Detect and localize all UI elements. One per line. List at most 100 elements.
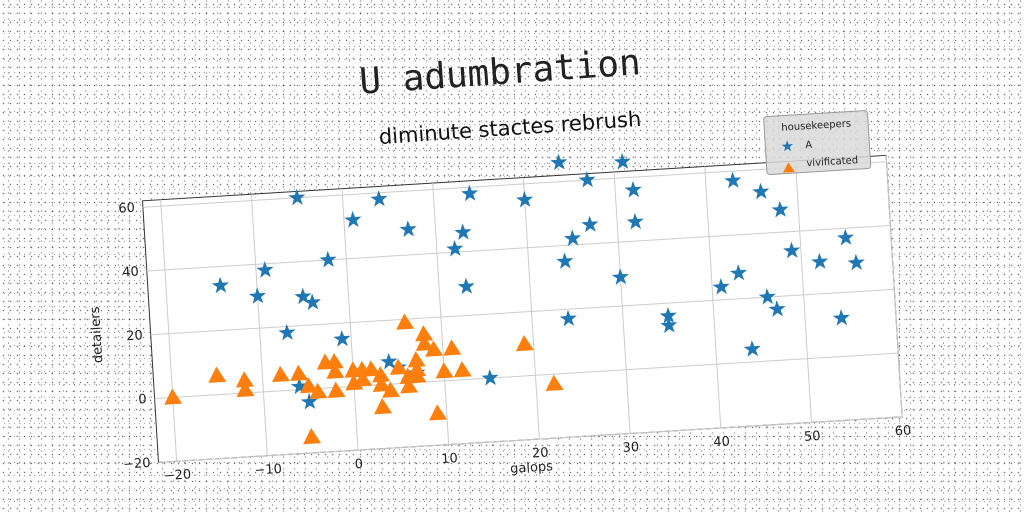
x-grid-line [160, 199, 178, 462]
triangle-marker [429, 404, 448, 421]
y-grid-line [142, 161, 887, 208]
x-tick-label: 40 [713, 434, 730, 450]
star-marker [832, 309, 850, 326]
y-grid-line [154, 352, 899, 400]
y-tick-label: 40 [122, 265, 139, 281]
x-grid-line [613, 171, 631, 434]
x-grid-line [522, 177, 540, 440]
x-tick-label: 30 [622, 440, 639, 456]
y-tick-label: 60 [118, 201, 135, 217]
star-marker [278, 323, 296, 341]
x-tick-label: 50 [804, 429, 821, 445]
star-marker [613, 152, 631, 170]
triangle-marker [545, 374, 564, 392]
y-grid-line [146, 225, 891, 272]
star-marker [768, 300, 786, 317]
triangle-marker [515, 334, 534, 352]
triangle-marker [354, 370, 373, 387]
star-marker [461, 184, 479, 202]
star-marker [771, 200, 789, 218]
x-grid-line [250, 194, 268, 456]
star-marker [454, 223, 472, 241]
triangle-marker [327, 381, 346, 398]
x-grid-line [794, 160, 812, 423]
star-marker [611, 268, 629, 285]
y-tick-label: 20 [126, 328, 143, 344]
x-grid-line [885, 155, 903, 417]
star-marker [626, 212, 644, 230]
legend-label-a: A [805, 140, 813, 151]
star-marker [783, 241, 801, 259]
triangle-marker [325, 352, 344, 370]
star-marker [758, 288, 776, 305]
triangle-marker [443, 339, 462, 356]
x-grid-line [341, 188, 359, 451]
star-marker [211, 276, 229, 294]
triangle-marker [372, 375, 391, 392]
triangle-marker [303, 427, 322, 445]
legend: housekeepers A vivificated [763, 110, 872, 175]
triangle-marker [309, 382, 328, 400]
star-marker [659, 306, 677, 324]
star-marker [288, 188, 306, 206]
triangle-marker [272, 365, 290, 383]
star-marker [752, 182, 770, 200]
star-marker [743, 340, 761, 357]
triangle-marker [164, 388, 183, 405]
star-marker [624, 181, 642, 198]
triangle-marker [208, 366, 227, 383]
grid [142, 155, 903, 463]
triangle-marker [396, 313, 415, 330]
star-marker [847, 253, 865, 271]
star-marker [303, 293, 321, 311]
star-marker [660, 316, 678, 334]
x-tick-label: 10 [441, 451, 458, 467]
x-axis-label: galops [510, 459, 554, 477]
star-marker [836, 228, 855, 246]
y-tick-label: −20 [123, 456, 151, 473]
star-marker [446, 239, 464, 257]
star-marker [300, 392, 318, 410]
star-marker [457, 277, 475, 295]
x-grid-line [432, 183, 450, 445]
star-marker [712, 278, 730, 295]
y-tick-label: 0 [138, 392, 147, 407]
star-marker [248, 287, 266, 304]
legend-box [763, 110, 872, 175]
triangle-marker [400, 377, 419, 394]
triangle-marker [425, 340, 444, 357]
triangle-marker [235, 371, 254, 388]
triangle-marker [435, 362, 454, 379]
x-tick-label: 0 [354, 457, 363, 472]
star-marker [581, 215, 599, 233]
star-marker [399, 220, 417, 237]
triangle-marker [415, 325, 434, 342]
legend-title: housekeepers [781, 118, 851, 133]
star-marker [729, 264, 747, 281]
axis-ticks: −20 −10 0 10 20 30 40 50 60 −20 0 20 40 60 [118, 201, 912, 484]
legend-label-vivificated: vivificated [806, 155, 858, 169]
star-marker [481, 369, 499, 386]
star-marker [724, 171, 742, 189]
triangle-marker [372, 366, 391, 383]
star-marker [319, 250, 337, 268]
star-marker [344, 210, 362, 228]
y-grid-line [158, 416, 903, 463]
data-markers [164, 152, 865, 445]
triangle-marker [415, 334, 434, 351]
triangle-marker [290, 364, 309, 382]
star-marker [516, 190, 534, 208]
star-marker [578, 171, 596, 188]
x-grid-line [704, 166, 722, 428]
triangle-marker [374, 398, 393, 415]
x-tick-label: −20 [163, 467, 191, 484]
x-tick-label: 60 [894, 423, 911, 439]
star-marker [370, 190, 388, 207]
star-marker [333, 330, 351, 347]
triangle-marker [407, 351, 426, 368]
star-marker [556, 252, 574, 270]
star-marker [563, 229, 581, 247]
star-marker [550, 153, 568, 171]
legend-star-marker [781, 140, 793, 152]
